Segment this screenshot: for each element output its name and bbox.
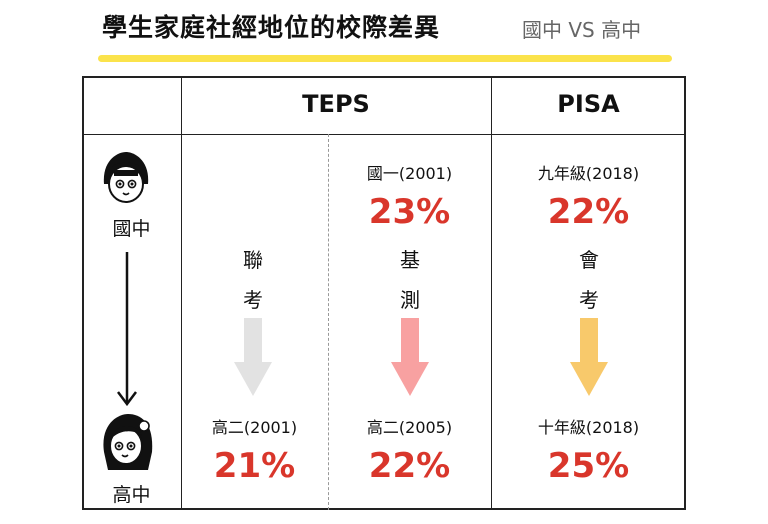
comparison-table [82,76,686,510]
teps-basic-top-value: 23% [368,192,451,232]
teps-joint-arrow-icon [234,318,272,396]
col-divider-right [491,76,492,510]
page-subtitle: 國中 VS 高中 [522,18,642,42]
col-divider-left [181,76,182,510]
teps-basic-bottom-label: 高二(2005) [366,418,453,437]
title-underline [98,55,672,62]
teps-joint-exam-char-2: 考 [243,288,263,312]
pisa-arrow-icon [570,318,608,396]
pisa-top-label: 九年級(2018) [537,164,640,183]
senior-student-icon [103,414,153,470]
header-teps: TEPS [302,90,370,118]
teps-basic-exam-char-2: 測 [400,288,420,312]
teps-joint-exam-char-1: 聯 [243,248,263,272]
page-title: 學生家庭社經地位的校際差異 [102,13,441,42]
teps-basic-bottom-value: 22% [368,446,451,486]
teps-basic-top-label: 國一(2001) [366,164,453,183]
header-divider [82,134,686,135]
teps-basic-arrow-icon [391,318,429,396]
junior-label: 國中 [112,218,151,240]
teps-basic-exam-char-1: 基 [400,248,420,272]
pisa-exam-char-2: 考 [579,288,599,312]
timeline-arrow-icon [117,252,137,407]
teps-joint-bottom-value: 21% [213,446,296,486]
pisa-bottom-value: 25% [547,446,630,486]
teps-inner-divider [328,134,329,510]
pisa-exam-char-1: 會 [579,248,599,272]
pisa-top-value: 22% [547,192,630,232]
teps-joint-bottom-label: 高二(2001) [211,418,298,437]
pisa-bottom-label: 十年級(2018) [537,418,640,437]
senior-label: 高中 [112,484,151,506]
header-pisa: PISA [557,90,620,118]
junior-student-icon [103,152,149,203]
